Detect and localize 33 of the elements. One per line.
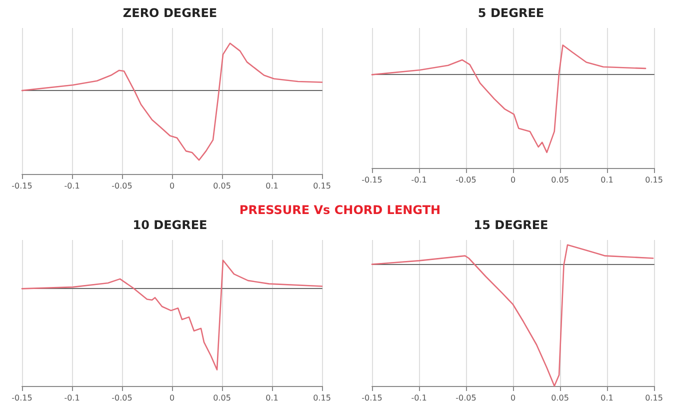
- chart-title: 15 DEGREE: [474, 218, 548, 232]
- x-tick-label: -0.1: [64, 394, 80, 402]
- x-tick-label: 0.05: [213, 182, 231, 190]
- x-tick-label: -0.15: [362, 176, 382, 184]
- text: PRESSURE Vs CHORD LENGTH: [239, 203, 441, 217]
- x-tick-label: 0.15: [645, 176, 663, 184]
- x-tick-label: -0.15: [12, 394, 32, 402]
- x-tick-label: 0: [510, 176, 516, 184]
- x-tick-label: 0.1: [266, 182, 278, 190]
- x-tick-label: -0.05: [456, 394, 476, 402]
- x-tick-label: 0.15: [645, 394, 663, 402]
- chart-title: ZERO DEGREE: [122, 6, 218, 20]
- x-tick-label: 0.1: [266, 394, 278, 402]
- x-tick-label: 0.1: [600, 176, 614, 184]
- x-tick-label: -0.1: [411, 176, 427, 184]
- x-tick-label: -0.05: [456, 176, 476, 184]
- x-tick-label: 0: [510, 394, 516, 402]
- x-tick-label: -0.15: [12, 182, 32, 190]
- x-tick-label: 0.05: [213, 394, 231, 402]
- x-tick-label: 0.1: [600, 394, 614, 402]
- x-tick-label: 0: [169, 394, 175, 402]
- chart-title: 10 DEGREE: [132, 218, 208, 232]
- x-tick-label: 0.15: [313, 394, 331, 402]
- x-tick-label: -0.1: [411, 394, 427, 402]
- x-tick-label: -0.1: [64, 182, 80, 190]
- x-tick-label: -0.05: [112, 394, 132, 402]
- x-tick-label: 0.05: [551, 394, 569, 402]
- x-tick-label: -0.15: [362, 394, 382, 402]
- chart-title: 5 DEGREE: [478, 6, 544, 20]
- x-tick-label: 0: [169, 182, 175, 190]
- x-tick-label: 0.15: [313, 182, 331, 190]
- x-tick-label: -0.05: [112, 182, 132, 190]
- x-tick-label: 0.05: [551, 176, 569, 184]
